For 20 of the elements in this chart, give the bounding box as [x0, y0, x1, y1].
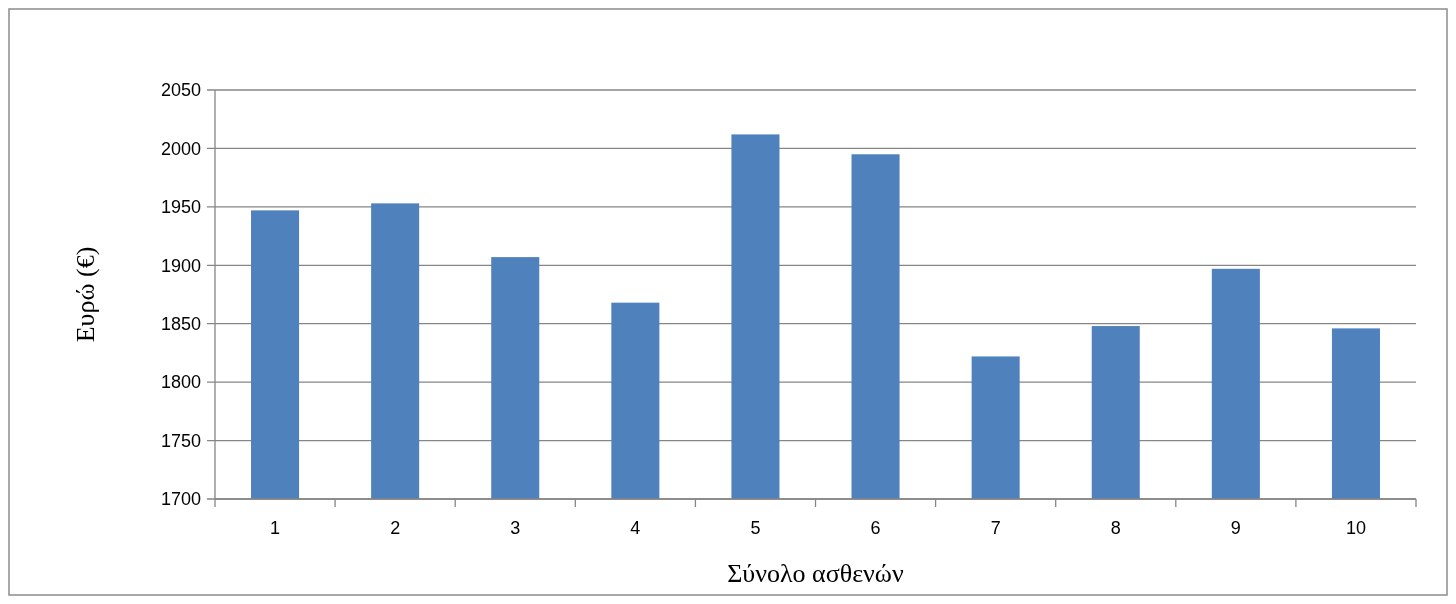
- x-tick-label: 1: [270, 518, 281, 538]
- x-tick-label: 10: [1345, 518, 1366, 538]
- y-tick-label: 1950: [160, 197, 201, 218]
- y-tick-label: 2050: [160, 80, 201, 101]
- x-tick-label: 6: [870, 518, 881, 538]
- x-tick-label: 7: [990, 518, 1001, 538]
- y-tick-label: 1850: [160, 314, 201, 335]
- y-tick-label: 1900: [160, 255, 201, 276]
- y-tick-label: 2000: [160, 138, 201, 159]
- y-tick-label: 1700: [160, 489, 201, 510]
- x-tick-label: 5: [750, 518, 761, 538]
- y-axis-title: Ευρώ (€): [71, 246, 100, 343]
- x-tick-label: 9: [1230, 518, 1241, 538]
- x-tick-label: 4: [630, 518, 641, 538]
- y-tick-label: 1750: [160, 430, 201, 451]
- x-tick-label: 8: [1110, 518, 1121, 538]
- x-tick-label: 2: [390, 518, 401, 538]
- x-axis-title: Σύνολο ασθενών: [727, 559, 904, 588]
- y-tick-label: 1800: [160, 372, 201, 393]
- x-tick-label: 3: [510, 518, 521, 538]
